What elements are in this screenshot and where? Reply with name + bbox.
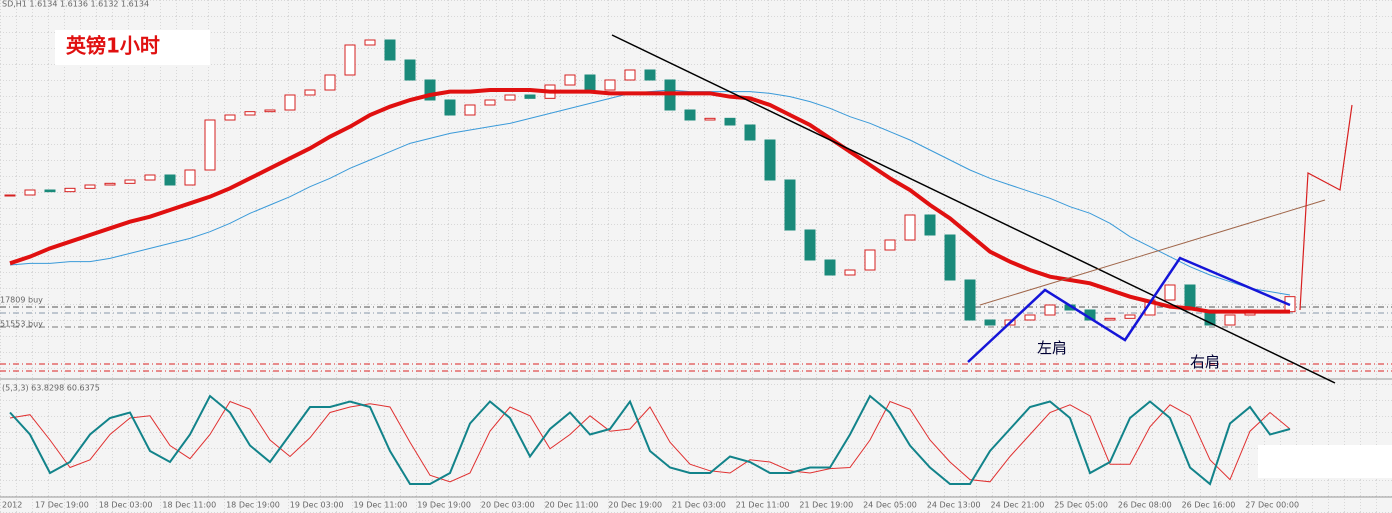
chart-title: 英镑1小时 [66, 34, 160, 58]
x-tick-label: 19 Dec 19:00 [417, 501, 471, 510]
candle-up [884, 239, 896, 251]
candle-down [164, 174, 176, 186]
candle-down [784, 179, 796, 231]
annotation: 右肩 [1190, 353, 1220, 371]
candle-up [1104, 317, 1116, 321]
trendline [611, 34, 1336, 384]
candle-up [464, 104, 476, 116]
x-tick-label: 26 Dec 16:00 [1182, 501, 1236, 510]
candle-up [104, 182, 116, 186]
x-tick-label: 20 Dec 19:00 [608, 501, 662, 510]
candle-up [284, 94, 296, 111]
x-tick-label: 24 Dec 13:00 [927, 501, 981, 510]
x-tick-label: 26 Dec 08:00 [1118, 501, 1172, 510]
candle-down [444, 99, 456, 116]
candle-up [704, 117, 716, 121]
candle-up [324, 74, 336, 91]
x-tick-label: 24 Dec 05:00 [863, 501, 917, 510]
x-tick-label: 27 Dec 00:00 [1245, 501, 1299, 510]
candle-up [244, 111, 256, 116]
candle-down [824, 259, 836, 276]
x-tick-label: 25 Dec 05:00 [1054, 501, 1108, 510]
candle-up [564, 74, 576, 86]
candle-up [864, 249, 876, 271]
marks [4, 39, 1296, 486]
candle-up [124, 179, 136, 184]
candle-down [724, 117, 736, 126]
x-tick-label: 19 Dec 11:00 [354, 501, 408, 510]
candle-down [964, 279, 976, 321]
candle-up [364, 39, 376, 46]
candle-up [904, 214, 916, 241]
decor [0, 306, 1392, 498]
candle-up [1164, 284, 1176, 301]
oscillator-label: (5,3,3) 63.8298 60.6375 [2, 384, 100, 393]
title-box [55, 30, 210, 65]
candle-down [744, 124, 756, 141]
candle-up [304, 89, 316, 96]
x-tick-label: 18 Dec 19:00 [226, 501, 280, 510]
head-shoulders [967, 256, 1291, 363]
projection [1299, 104, 1353, 311]
candle-down [44, 189, 56, 193]
candle-up [24, 189, 36, 196]
candle-down [984, 319, 996, 326]
x-tick-label: 20 Dec 11:00 [545, 501, 599, 510]
candle-down [944, 234, 956, 281]
level-label: 17809 buy [0, 296, 43, 305]
candle-up [1124, 314, 1136, 319]
annotation: 左肩 [1037, 339, 1067, 357]
candle-down [804, 229, 816, 261]
x-tick-label: 21 Dec 11:00 [736, 501, 790, 510]
x-tick-label: 2012 [2, 501, 22, 510]
x-tick-label: 18 Dec 03:00 [99, 501, 153, 510]
candle-up [224, 114, 236, 121]
candle-up [204, 119, 216, 171]
indicator-line [9, 394, 1291, 486]
candle-up [264, 109, 276, 113]
candle-up [1024, 314, 1036, 321]
candle-down [384, 39, 396, 61]
candle-down [404, 59, 416, 81]
candle-down [764, 139, 776, 181]
candle-up [84, 184, 96, 189]
candle-up [1224, 314, 1236, 326]
candle-up [144, 174, 156, 181]
indicator-line [9, 400, 1291, 483]
blank-box [1258, 445, 1392, 478]
candle-up [844, 269, 856, 276]
candle-down [684, 109, 696, 121]
x-tick-label: 20 Dec 03:00 [481, 501, 535, 510]
x-tick-label: 24 Dec 21:00 [991, 501, 1045, 510]
candle-down [524, 94, 536, 99]
x-tick-label: 19 Dec 03:00 [290, 501, 344, 510]
candle-up [4, 194, 16, 197]
x-tick-label: 17 Dec 19:00 [35, 501, 89, 510]
neckline [979, 199, 1326, 306]
candle-up [604, 79, 616, 91]
x-tick-label: 18 Dec 11:00 [162, 501, 216, 510]
candle-up [1044, 304, 1056, 316]
candle-up [64, 187, 76, 193]
candle-up [344, 44, 356, 76]
x-tick-label: 21 Dec 19:00 [799, 501, 853, 510]
moving-average [9, 88, 1290, 314]
candle-up [624, 69, 636, 81]
candle-up [184, 169, 196, 186]
candle-down [924, 214, 936, 236]
x-tick-label: 21 Dec 03:00 [672, 501, 726, 510]
candle-down [644, 69, 656, 81]
candle-up [504, 94, 516, 101]
level-label: 51553 buy [0, 320, 43, 329]
candle-up [484, 99, 496, 106]
header: SD,H1 1.6134 1.6136 1.6132 1.6134 [2, 0, 149, 9]
drawings [55, 30, 1392, 478]
candle-down [424, 79, 436, 101]
candle-down [584, 74, 596, 91]
